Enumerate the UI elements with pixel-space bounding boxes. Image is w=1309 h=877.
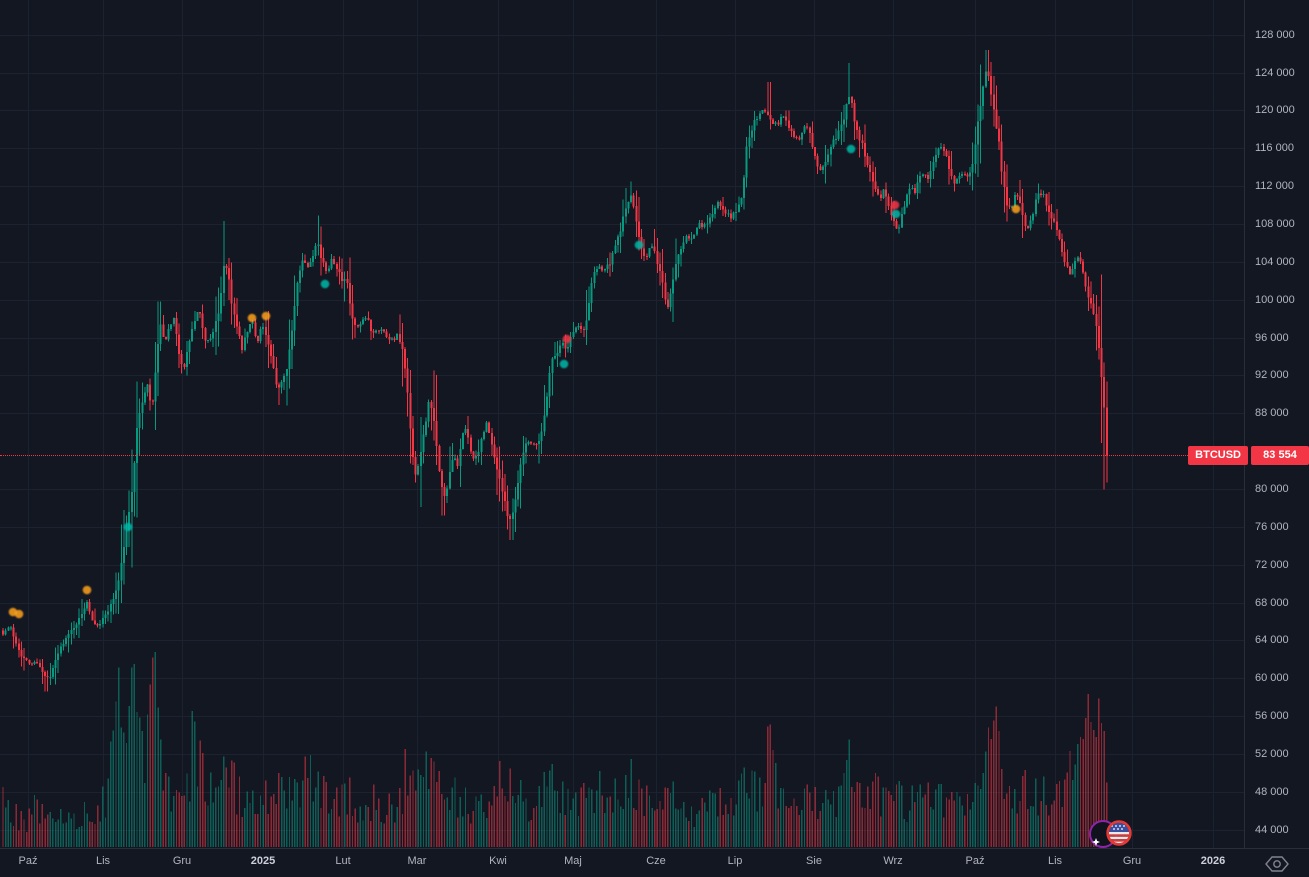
price-scale-settings-icon[interactable] [1262, 854, 1292, 874]
time-tick: Mar [407, 855, 427, 867]
symbol-label: BTCUSD [1188, 446, 1248, 465]
time-tick: Paź [18, 855, 38, 867]
time-tick: Lis [95, 855, 111, 867]
time-tick: Wrz [883, 855, 903, 867]
pair-logo [1089, 820, 1132, 848]
signal-marker-red [890, 200, 900, 210]
price-tick: 60 000 [1255, 672, 1289, 685]
last-price-dotted-line [0, 455, 1196, 456]
signal-marker-orange [14, 609, 24, 619]
signal-marker-teal [891, 209, 901, 219]
price-tick: 128 000 [1255, 28, 1295, 41]
signal-marker-orange [261, 311, 271, 321]
price-tick: 132 000 [1255, 0, 1295, 3]
time-tick: Sie [806, 855, 822, 867]
time-tick: Cze [646, 855, 666, 867]
price-tick: 108 000 [1255, 218, 1295, 231]
price-tick: 64 000 [1255, 634, 1289, 647]
price-tick: 116 000 [1255, 142, 1294, 155]
price-tick: 124 000 [1255, 66, 1295, 79]
signal-marker-teal [123, 522, 133, 532]
time-axis[interactable]: Paź Lis Gru 2025 Lut Mar Kwi Maj Cze Lip Sie Wrz Paź… [0, 848, 1309, 877]
time-tick: Lut [335, 855, 351, 867]
signal-marker-teal [320, 279, 330, 289]
time-tick: 2026 [1200, 855, 1226, 867]
price-tick: 120 000 [1255, 104, 1295, 117]
time-tick: 2025 [250, 855, 276, 867]
signal-marker-teal [634, 240, 644, 250]
price-tick: 44 000 [1255, 823, 1289, 836]
price-tick: 68 000 [1255, 596, 1289, 609]
signal-marker-teal [846, 144, 856, 154]
price-tick: 52 000 [1255, 748, 1289, 761]
price-tick: 56 000 [1255, 710, 1289, 723]
last-price-label-group: BTCUSD 83 554 [1188, 446, 1309, 465]
price-tick: 96 000 [1255, 331, 1289, 344]
price-axis[interactable]: 132 000 128 000 124 000 120 000 116 000 112 0… [1244, 0, 1309, 848]
price-tick: 80 000 [1255, 483, 1289, 496]
price-tick: 76 000 [1255, 520, 1289, 533]
signal-marker-orange [247, 313, 257, 323]
time-tick: Gru [172, 855, 192, 867]
time-tick: Lis [1047, 855, 1063, 867]
price-tick: 100 000 [1255, 293, 1295, 306]
signal-marker-orange [82, 585, 92, 595]
price-tick: 72 000 [1255, 558, 1289, 571]
time-tick: Paź [965, 855, 985, 867]
price-tick: 92 000 [1255, 369, 1289, 382]
time-tick: Gru [1122, 855, 1142, 867]
price-tick: 104 000 [1255, 255, 1295, 268]
signal-marker-orange [1011, 204, 1021, 214]
signal-marker-teal [559, 359, 569, 369]
price-tick: 48 000 [1255, 785, 1289, 798]
last-price-value: 83 554 [1251, 446, 1309, 465]
time-tick: Kwi [489, 855, 507, 867]
price-tick: 88 000 [1255, 407, 1289, 420]
time-tick: Maj [564, 855, 582, 867]
time-tick: Lip [727, 855, 743, 867]
price-tick: 112 000 [1255, 180, 1294, 193]
signal-marker-red [562, 334, 572, 344]
